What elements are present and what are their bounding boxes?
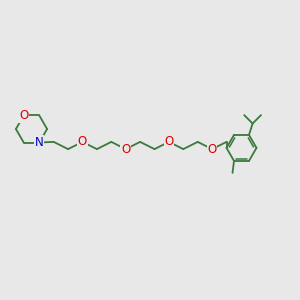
Text: O: O bbox=[164, 135, 173, 148]
Text: O: O bbox=[19, 109, 28, 122]
Text: O: O bbox=[78, 135, 87, 148]
Text: O: O bbox=[121, 142, 130, 156]
Text: N: N bbox=[35, 136, 44, 149]
Text: O: O bbox=[208, 142, 217, 156]
